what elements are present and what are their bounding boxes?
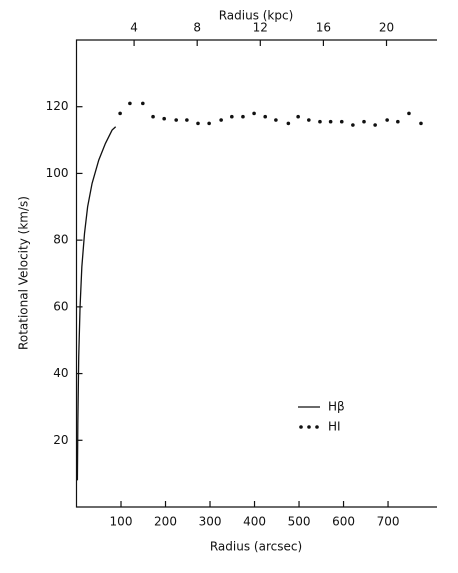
y-tick-label: 120 xyxy=(46,99,69,113)
hi-point xyxy=(419,121,423,126)
h-beta-line xyxy=(76,126,117,481)
hi-point xyxy=(241,114,245,119)
x-tick-label: 600 xyxy=(332,515,355,529)
hi-point xyxy=(274,118,278,122)
y-tick-label: 60 xyxy=(53,299,68,313)
x2-tick-label: 8 xyxy=(193,21,201,35)
hi-point xyxy=(207,121,211,126)
hi-point xyxy=(174,118,178,122)
x2-tick-label: 12 xyxy=(253,21,268,35)
legend-dot xyxy=(307,425,311,429)
y-tick-label: 20 xyxy=(53,433,68,447)
hi-point xyxy=(151,114,155,119)
hi-point xyxy=(219,118,223,122)
axes xyxy=(75,39,437,508)
hi-point xyxy=(339,119,344,124)
hi-point xyxy=(263,114,268,119)
y-axis-label: Rotational Velocity (km/s) xyxy=(17,196,31,350)
x-tick-label: 200 xyxy=(154,515,177,529)
hi-point xyxy=(373,123,377,127)
hi-point xyxy=(286,121,291,126)
hi-point xyxy=(128,101,132,106)
x-tick-label: 100 xyxy=(110,515,133,529)
hi-point xyxy=(396,119,400,124)
hi-point xyxy=(307,118,311,122)
hi-point xyxy=(296,114,300,119)
hi-point xyxy=(230,114,234,119)
hi-point xyxy=(185,118,189,122)
x2-axis-label: Radius (kpc) xyxy=(219,9,294,23)
hi-point xyxy=(141,101,145,106)
hi-point xyxy=(118,111,122,116)
x-tick-label: 400 xyxy=(243,515,266,529)
hi-point xyxy=(385,118,389,122)
hi-point xyxy=(407,111,411,116)
legend-dot xyxy=(315,425,319,429)
legend-dot xyxy=(299,425,303,429)
legend-label: HI xyxy=(328,420,341,434)
hi-point xyxy=(328,119,333,124)
hi-point xyxy=(252,111,256,116)
legend-label: Hβ xyxy=(328,400,345,414)
hi-point xyxy=(318,119,322,124)
y-tick-label: 80 xyxy=(53,233,68,247)
hi-point xyxy=(362,119,366,124)
hi-point xyxy=(196,121,200,126)
x-tick-label: 500 xyxy=(288,515,311,529)
x-axis-label: Radius (arcsec) xyxy=(210,540,302,554)
y-tick-label: 40 xyxy=(53,366,68,380)
x2-tick-label: 16 xyxy=(316,21,331,35)
x2-tick-label: 4 xyxy=(130,21,138,35)
x2-tick-label: 20 xyxy=(379,21,394,35)
hi-point xyxy=(351,123,355,127)
x-tick-label: 700 xyxy=(377,515,400,529)
hi-point xyxy=(162,116,166,121)
y-tick-label: 100 xyxy=(46,166,69,180)
x-tick-label: 300 xyxy=(199,515,222,529)
